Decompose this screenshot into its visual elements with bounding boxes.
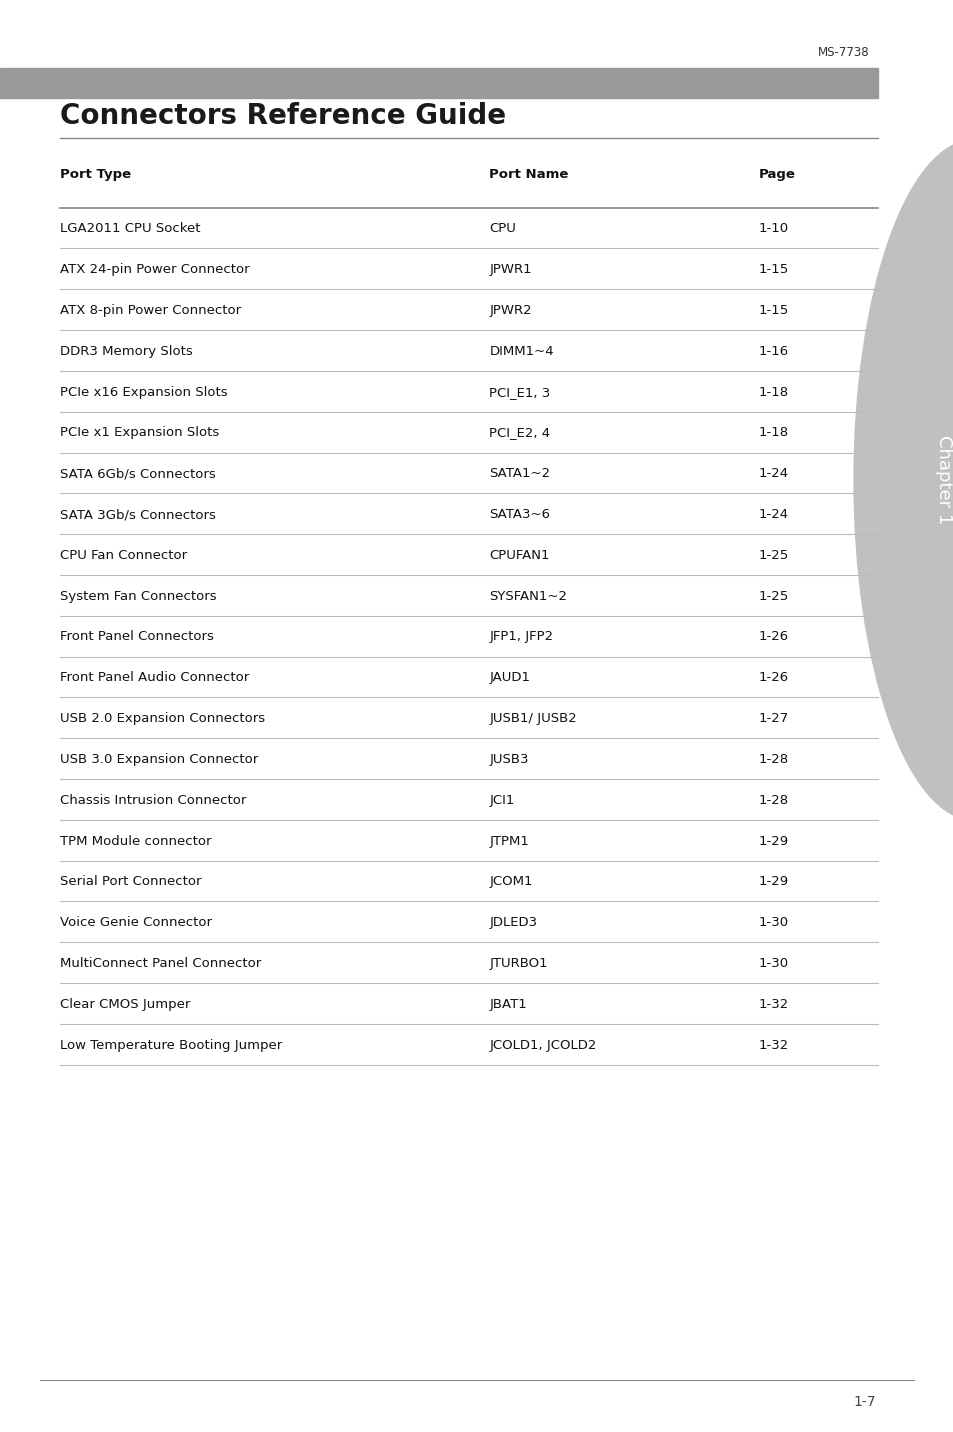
Text: Port Type: Port Type (60, 168, 132, 180)
Text: 1-15: 1-15 (758, 304, 788, 316)
Text: 1-18: 1-18 (758, 385, 788, 398)
Text: JPWR2: JPWR2 (489, 304, 532, 316)
Text: 1-10: 1-10 (758, 222, 788, 235)
Text: 1-29: 1-29 (758, 835, 788, 848)
Text: JFP1, JFP2: JFP1, JFP2 (489, 630, 553, 643)
Text: JCOLD1, JCOLD2: JCOLD1, JCOLD2 (489, 1038, 597, 1051)
Text: 1-25: 1-25 (758, 590, 788, 603)
Text: USB 3.0 Expansion Connector: USB 3.0 Expansion Connector (60, 753, 258, 766)
Text: JTURBO1: JTURBO1 (489, 957, 547, 969)
Text: 1-26: 1-26 (758, 672, 788, 684)
Text: PCI_E2, 4: PCI_E2, 4 (489, 427, 550, 440)
Text: DIMM1~4: DIMM1~4 (489, 345, 554, 358)
Text: SATA 3Gb/s Connectors: SATA 3Gb/s Connectors (60, 508, 215, 521)
Text: MS-7738: MS-7738 (818, 46, 869, 59)
Text: Port Name: Port Name (489, 168, 568, 180)
Text: SYSFAN1~2: SYSFAN1~2 (489, 590, 567, 603)
Text: Connectors Reference Guide: Connectors Reference Guide (60, 102, 506, 130)
Text: CPU Fan Connector: CPU Fan Connector (60, 548, 187, 561)
Text: 1-16: 1-16 (758, 345, 788, 358)
Text: 1-30: 1-30 (758, 916, 788, 929)
Text: Clear CMOS Jumper: Clear CMOS Jumper (60, 998, 191, 1011)
Text: 1-25: 1-25 (758, 548, 788, 561)
Text: DDR3 Memory Slots: DDR3 Memory Slots (60, 345, 193, 358)
Text: Voice Genie Connector: Voice Genie Connector (60, 916, 212, 929)
Text: Page: Page (758, 168, 795, 180)
Text: JBAT1: JBAT1 (489, 998, 527, 1011)
Text: Serial Port Connector: Serial Port Connector (60, 875, 201, 888)
Text: 1-27: 1-27 (758, 712, 788, 725)
Text: PCIe x1 Expansion Slots: PCIe x1 Expansion Slots (60, 427, 219, 440)
Text: Front Panel Audio Connector: Front Panel Audio Connector (60, 672, 249, 684)
Text: Chassis Intrusion Connector: Chassis Intrusion Connector (60, 793, 246, 806)
Text: Low Temperature Booting Jumper: Low Temperature Booting Jumper (60, 1038, 282, 1051)
Ellipse shape (853, 140, 953, 821)
Text: USB 2.0 Expansion Connectors: USB 2.0 Expansion Connectors (60, 712, 265, 725)
Text: ATX 8-pin Power Connector: ATX 8-pin Power Connector (60, 304, 241, 316)
Text: JAUD1: JAUD1 (489, 672, 530, 684)
Text: JPWR1: JPWR1 (489, 263, 532, 276)
Text: JTPM1: JTPM1 (489, 835, 529, 848)
Text: TPM Module connector: TPM Module connector (60, 835, 212, 848)
Text: ATX 24-pin Power Connector: ATX 24-pin Power Connector (60, 263, 250, 276)
Text: Front Panel Connectors: Front Panel Connectors (60, 630, 213, 643)
Text: SATA3~6: SATA3~6 (489, 508, 550, 521)
Text: 1-30: 1-30 (758, 957, 788, 969)
Text: 1-18: 1-18 (758, 427, 788, 440)
Text: PCI_E1, 3: PCI_E1, 3 (489, 385, 550, 398)
Text: CPU: CPU (489, 222, 516, 235)
Text: JUSB1/ JUSB2: JUSB1/ JUSB2 (489, 712, 577, 725)
Text: 1-24: 1-24 (758, 467, 788, 480)
Text: JCI1: JCI1 (489, 793, 515, 806)
Text: System Fan Connectors: System Fan Connectors (60, 590, 216, 603)
Text: LGA2011 CPU Socket: LGA2011 CPU Socket (60, 222, 200, 235)
Bar (0, 67, 877, 97)
Text: JDLED3: JDLED3 (489, 916, 537, 929)
Text: JUSB3: JUSB3 (489, 753, 528, 766)
Text: CPUFAN1: CPUFAN1 (489, 548, 549, 561)
Text: 1-32: 1-32 (758, 998, 788, 1011)
Text: 1-26: 1-26 (758, 630, 788, 643)
Text: 1-15: 1-15 (758, 263, 788, 276)
Text: 1-28: 1-28 (758, 753, 788, 766)
Text: JCOM1: JCOM1 (489, 875, 533, 888)
Text: 1-28: 1-28 (758, 793, 788, 806)
Text: 1-32: 1-32 (758, 1038, 788, 1051)
Text: SATA 6Gb/s Connectors: SATA 6Gb/s Connectors (60, 467, 215, 480)
Text: MultiConnect Panel Connector: MultiConnect Panel Connector (60, 957, 261, 969)
Text: 1-29: 1-29 (758, 875, 788, 888)
Text: 1-7: 1-7 (853, 1395, 875, 1409)
Text: 1-24: 1-24 (758, 508, 788, 521)
Text: PCIe x16 Expansion Slots: PCIe x16 Expansion Slots (60, 385, 228, 398)
Text: SATA1~2: SATA1~2 (489, 467, 550, 480)
Text: Chapter 1: Chapter 1 (934, 435, 952, 524)
